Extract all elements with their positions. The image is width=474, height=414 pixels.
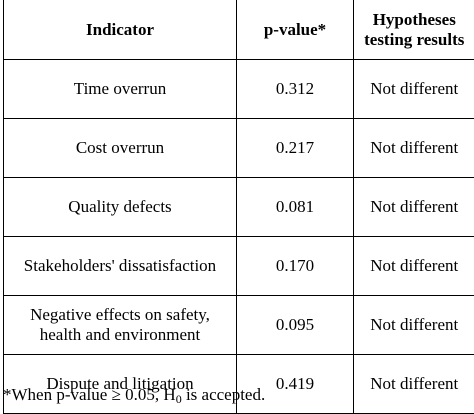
cell-indicator-line1: Negative effects on safety,: [30, 305, 210, 324]
footnote-suffix: is accepted.: [182, 385, 266, 404]
table-header-row: Indicator p-value* Hypotheses testing re…: [4, 0, 474, 60]
table-row: Negative effects on safety, health and e…: [4, 296, 474, 355]
footnote-prefix: *When p-value ≥ 0.05, H: [3, 385, 176, 404]
cell-indicator-line2: health and environment: [40, 325, 201, 344]
cell-p-value: 0.217: [237, 119, 354, 178]
cell-result: Not different: [354, 119, 474, 178]
cell-indicator: Negative effects on safety, health and e…: [4, 296, 237, 355]
table-footnote: *When p-value ≥ 0.05, H0 is accepted.: [3, 384, 265, 410]
cell-p-value: 0.095: [237, 296, 354, 355]
cell-result: Not different: [354, 296, 474, 355]
table-row: Stakeholders' dissatisfaction 0.170 Not …: [4, 237, 474, 296]
cell-indicator: Time overrun: [4, 60, 237, 119]
header-hypotheses-line2: testing results: [364, 30, 464, 49]
table-row: Cost overrun 0.217 Not different: [4, 119, 474, 178]
table-row: Quality defects 0.081 Not different: [4, 178, 474, 237]
table-row: Time overrun 0.312 Not different: [4, 60, 474, 119]
header-p-value: p-value*: [237, 0, 354, 60]
cell-indicator: Cost overrun: [4, 119, 237, 178]
header-indicator: Indicator: [4, 0, 237, 60]
header-hypotheses-testing-results: Hypotheses testing results: [354, 0, 474, 60]
cell-p-value: 0.170: [237, 237, 354, 296]
cell-result: Not different: [354, 178, 474, 237]
cell-indicator: Quality defects: [4, 178, 237, 237]
cell-indicator: Stakeholders' dissatisfaction: [4, 237, 237, 296]
cell-result: Not different: [354, 237, 474, 296]
hypothesis-results-table: Indicator p-value* Hypotheses testing re…: [3, 0, 474, 414]
cell-p-value: 0.312: [237, 60, 354, 119]
header-hypotheses-line1: Hypotheses: [373, 10, 456, 29]
cell-result: Not different: [354, 60, 474, 119]
cell-p-value: 0.081: [237, 178, 354, 237]
cell-result: Not different: [354, 355, 474, 414]
